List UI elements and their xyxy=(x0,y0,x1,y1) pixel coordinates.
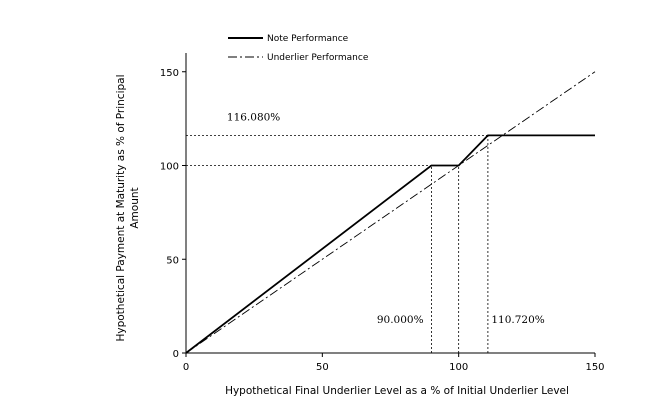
annotation-label: 110.720% xyxy=(491,314,544,326)
y-axis-label-line-1: Hypothetical Payment at Maturity as % of… xyxy=(115,74,127,341)
y-tick-label: 150 xyxy=(160,68,179,79)
legend: Note Performance Underlier Performance xyxy=(228,34,369,63)
x-tick-label: 100 xyxy=(449,362,468,373)
series-lines xyxy=(185,71,596,354)
legend-label-underlier-performance: Underlier Performance xyxy=(267,53,369,63)
x-axis-label: Hypothetical Final Underlier Level as a … xyxy=(225,385,569,397)
y-axis-label: Hypothetical Payment at Maturity as % of… xyxy=(115,74,141,341)
legend-label-note-performance: Note Performance xyxy=(267,34,349,44)
annotation-label: 90.000% xyxy=(377,314,424,326)
y-tick-label: 50 xyxy=(166,255,179,266)
series-line-underlier-performance xyxy=(185,71,596,354)
y-tick-label: 0 xyxy=(173,349,179,360)
x-tick-label: 150 xyxy=(585,362,604,373)
ticks: 0 50 100 150 0 50 100 150 xyxy=(160,68,605,373)
annotation-label: 116.080% xyxy=(227,112,280,124)
reference-lines xyxy=(186,134,489,353)
y-tick-label: 100 xyxy=(160,162,179,173)
x-tick-label: 0 xyxy=(183,362,189,373)
axes xyxy=(185,53,595,354)
y-axis-label-line-2: Amount xyxy=(129,187,141,228)
x-tick-label: 50 xyxy=(316,362,329,373)
annotations: 116.080% 90.000% 110.720% xyxy=(227,112,545,327)
